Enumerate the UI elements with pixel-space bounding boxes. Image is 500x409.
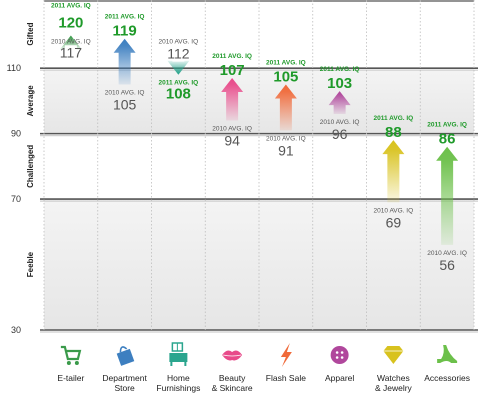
- arrow-home-furnishings: [167, 60, 190, 75]
- category-icons: [60, 342, 458, 367]
- category-label-accessories: Accessories: [424, 373, 470, 383]
- value-2010-beauty-and-skincare: 94: [224, 133, 240, 149]
- value-2011-accessories: 86: [439, 131, 456, 148]
- arrow-accessories: [436, 146, 459, 245]
- band-label-average: Average: [26, 85, 35, 117]
- value-2010-department-store: 105: [113, 97, 137, 113]
- arrow-flash-sale: [274, 84, 297, 131]
- arrow-watches-and-jewelry: [382, 140, 405, 203]
- label-2011-caption: 2011 AVG. IQ: [427, 122, 467, 129]
- cart-icon: [60, 345, 82, 365]
- label-2011-caption: 2011 AVG. IQ: [159, 80, 199, 87]
- category-label-beauty-and-skincare: Beauty & Skincare: [212, 373, 253, 393]
- band-feeble: [44, 199, 474, 330]
- arrow-beauty-and-skincare: [221, 78, 244, 121]
- label-2010-caption: 2010 AVG. IQ: [159, 39, 199, 46]
- category-label-watches-and-jewelry: Watches & Jewelry: [375, 373, 413, 393]
- y-tick-110: 110: [7, 63, 21, 73]
- value-2011-home-furnishings: 108: [166, 86, 191, 103]
- band-label-gifted: Gifted: [26, 22, 35, 45]
- value-2010-e-tailer: 117: [60, 44, 83, 60]
- band-label-feeble: Feeble: [26, 251, 35, 277]
- diamond-icon: [383, 346, 404, 364]
- lips-icon: [222, 350, 243, 361]
- arrow-e-tailer: [59, 35, 82, 50]
- value-2010-flash-sale: 91: [278, 142, 294, 158]
- label-2011-caption: 2011 AVG. IQ: [212, 53, 252, 60]
- y-tick-90: 90: [11, 129, 21, 139]
- label-2010-caption: 2010 AVG. IQ: [427, 250, 467, 257]
- label-2011-caption: 2011 AVG. IQ: [374, 115, 414, 122]
- arrow-apparel: [328, 91, 351, 114]
- value-2010-home-furnishings: 112: [167, 46, 190, 62]
- category-label-flash-sale: Flash Sale: [266, 373, 306, 383]
- label-2011-caption: 2011 AVG. IQ: [105, 14, 145, 21]
- gridlines: [40, 0, 478, 333]
- y-tick-30: 30: [11, 325, 21, 335]
- label-2010-caption: 2010 AVG. IQ: [266, 135, 306, 142]
- value-2011-flash-sale: 105: [273, 69, 298, 86]
- button-icon: [330, 346, 349, 364]
- label-2010-caption: 2010 AVG. IQ: [105, 90, 145, 97]
- label-2011-caption: 2011 AVG. IQ: [51, 2, 91, 9]
- label-2010-caption: 2010 AVG. IQ: [374, 207, 414, 214]
- shopping-bag-icon: [116, 346, 135, 366]
- high-heel-icon: [437, 345, 458, 363]
- value-2011-watches-and-jewelry: 88: [385, 124, 402, 141]
- value-2011-apparel: 103: [327, 75, 352, 92]
- value-2010-watches-and-jewelry: 69: [386, 214, 402, 230]
- category-label-e-tailer: E-tailer: [57, 373, 84, 383]
- band-label-challenged: Challenged: [26, 145, 35, 188]
- value-2010-accessories: 56: [439, 257, 455, 273]
- label-2011-caption: 2011 AVG. IQ: [266, 60, 306, 67]
- value-2011-beauty-and-skincare: 107: [220, 62, 245, 79]
- value-2011-department-store: 119: [113, 23, 137, 40]
- label-2010-caption: 2010 AVG. IQ: [212, 126, 252, 133]
- arrow-department-store: [113, 38, 136, 85]
- category-label-home-furnishings: Home Furnishings: [156, 373, 200, 393]
- value-2010-apparel: 96: [332, 126, 348, 142]
- label-2010-caption: 2010 AVG. IQ: [51, 38, 91, 45]
- value-2011-e-tailer: 120: [58, 14, 83, 31]
- category-labels: E-tailer Department Store Home Furnishings Be…: [57, 373, 470, 393]
- y-tick-70: 70: [11, 194, 21, 204]
- furniture-icon: [169, 342, 188, 366]
- y-axis: 30 70 90 110: [7, 63, 21, 335]
- label-2010-caption: 2010 AVG. IQ: [320, 119, 360, 126]
- category-label-apparel: Apparel: [325, 373, 354, 383]
- arrows-layer: [59, 35, 459, 245]
- category-label-department-store: Department Store: [102, 373, 147, 393]
- label-2011-caption: 2011 AVG. IQ: [320, 66, 360, 73]
- lightning-icon: [280, 343, 292, 367]
